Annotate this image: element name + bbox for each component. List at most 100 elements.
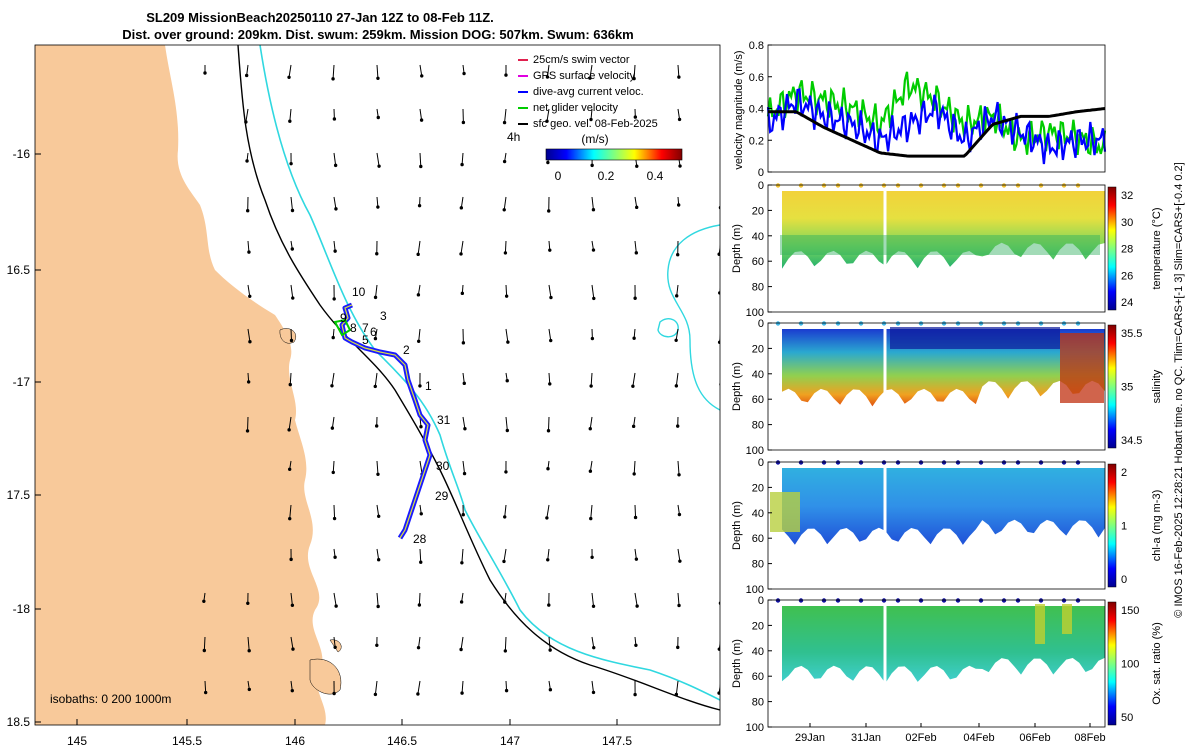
speed-colorbar (546, 149, 682, 160)
vector-head (420, 513, 422, 515)
salinity-high-patch (1060, 333, 1104, 403)
depth-tick: 60 (752, 533, 764, 545)
track-label: 2 (403, 343, 410, 357)
surface-marker (1002, 598, 1006, 602)
colorbar-tick: 0.2 (598, 169, 615, 183)
vector-head (506, 429, 508, 431)
depth-tick: 60 (752, 671, 764, 683)
legend-label: dive-avg current veloc. (533, 86, 644, 98)
vector-head (418, 604, 420, 606)
vector-head (374, 296, 376, 298)
vector-head (546, 517, 548, 519)
surface-marker (799, 321, 803, 325)
vector-head (593, 646, 595, 648)
velocity-panel: 00.20.40.60.8 velocity magnitude (m/s) (733, 40, 1105, 179)
vector-head (332, 78, 334, 80)
vector-head (636, 165, 638, 167)
surface-marker (919, 183, 923, 187)
surface-marker (896, 321, 900, 325)
surface-marker (956, 598, 960, 602)
vector-shaft (204, 637, 205, 650)
vector-head (550, 296, 552, 298)
vector-head (678, 76, 680, 78)
vector-head (375, 425, 377, 427)
vector-head (246, 209, 248, 211)
map-x-tick: 146 (285, 734, 305, 748)
vector-head (677, 204, 679, 206)
vector-head (461, 292, 463, 294)
vector-head (505, 471, 507, 473)
vector-head (678, 474, 680, 476)
velocity-tick: 0 (758, 167, 764, 179)
surface-marker (822, 321, 826, 325)
vector-head (592, 691, 594, 693)
vector-head (292, 297, 294, 299)
title-line-2: Dist. over ground: 209km. Dist. swum: 25… (122, 27, 634, 42)
legend-label: net glider velocity (533, 102, 618, 114)
vector-head (547, 559, 549, 561)
vector-shaft (721, 461, 723, 474)
vector-head (591, 337, 593, 339)
vector-head (203, 649, 205, 651)
vector-head (289, 120, 291, 122)
vector-head (331, 385, 333, 387)
vector-head (291, 604, 293, 606)
surface-marker (1062, 321, 1066, 325)
vector-head (334, 646, 336, 648)
vector-head (506, 380, 508, 382)
vector-head (678, 604, 680, 606)
surface-marker (1076, 183, 1080, 187)
vector-head (335, 208, 337, 210)
track-label: 8 (350, 321, 357, 335)
vector-head (249, 341, 251, 343)
surface-marker (1039, 598, 1043, 602)
time-tick: 29Jan (795, 732, 825, 744)
map-y-tick: -18 (13, 602, 31, 616)
vector-head (246, 160, 248, 162)
track-label: 5 (362, 333, 369, 347)
vector-shaft (720, 197, 721, 208)
colorbar-tick: 35 (1121, 382, 1133, 394)
colorbar-tick: 0 (555, 169, 562, 183)
vector-head (549, 649, 551, 651)
vector-head (591, 556, 593, 558)
vector-head (635, 558, 637, 560)
depth-tick: 60 (752, 256, 764, 268)
temperature-deep-layer (780, 235, 1100, 255)
vector-head (460, 207, 462, 209)
map-y-tick: 18.5 (7, 715, 31, 729)
vector-head (246, 430, 248, 432)
vector-head (590, 517, 592, 519)
vector-shaft (419, 593, 420, 605)
depth-tick: 40 (752, 646, 764, 658)
surface-marker (979, 183, 983, 187)
vector-head (589, 470, 591, 472)
colorbar-tick: 24 (1121, 297, 1133, 309)
track-label: 10 (352, 285, 366, 299)
vector-head (288, 76, 290, 78)
surface-marker (1002, 183, 1006, 187)
depth-ylabel: Depth (m) (731, 224, 743, 273)
vector-head (589, 428, 591, 430)
time-tick: 02Feb (905, 732, 936, 744)
surface-marker (979, 598, 983, 602)
vector-head (335, 605, 337, 607)
vector-head (721, 73, 723, 75)
vector-head (721, 427, 723, 429)
vector-head (547, 161, 549, 163)
vector-head (420, 165, 422, 167)
vector-head (503, 121, 505, 123)
vector-head (374, 693, 376, 695)
surface-marker (836, 183, 840, 187)
section-colorbar (1108, 464, 1116, 587)
credit-line: © IMOS 16-Feb-2025 12:28:21 Hobart time.… (1173, 162, 1185, 617)
depth-tick: 0 (758, 180, 764, 192)
surface-marker (896, 183, 900, 187)
velocity-tick: 0.6 (749, 72, 764, 84)
vector-head (632, 385, 634, 387)
vector-head (504, 650, 506, 652)
surface-marker (979, 321, 983, 325)
surface-marker (859, 460, 863, 464)
surface-marker (1076, 460, 1080, 464)
